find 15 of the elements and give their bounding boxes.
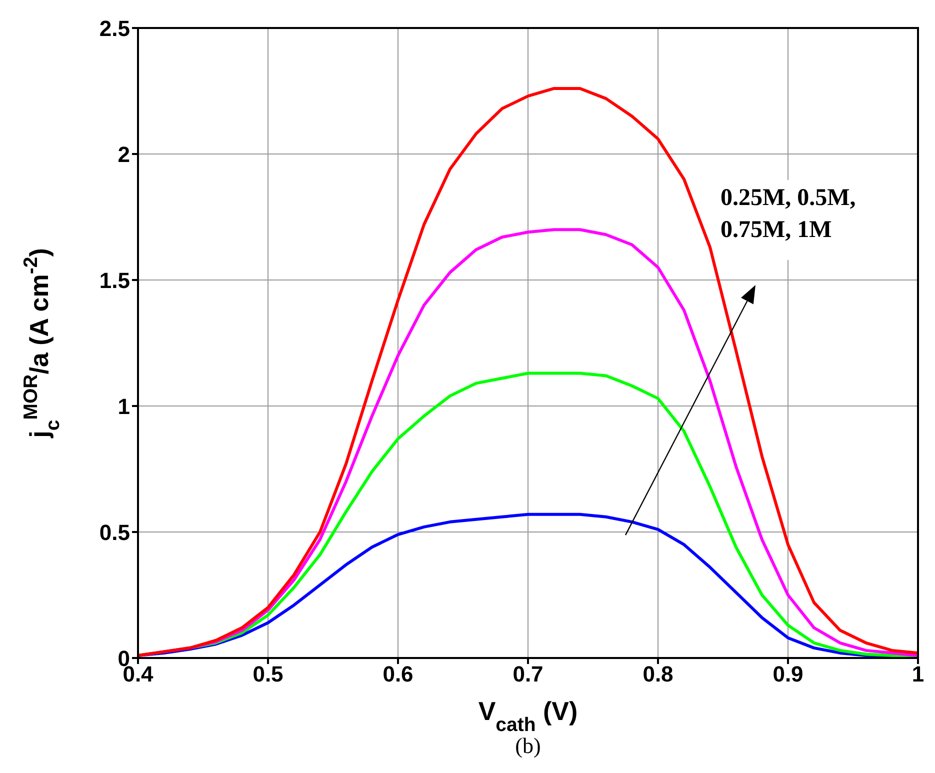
y-tick-label: 0.5 [99,520,130,545]
x-tick-label: 1 [912,662,924,687]
line-series [138,86,918,657]
x-tick-label: 0.5 [252,662,284,687]
x-tick-label: 0.9 [772,662,804,687]
text: (b) [515,733,541,758]
x-tick-label: 0.7 [512,662,544,687]
y-tick-label: 1.5 [99,268,130,293]
y-tick-label: 1 [118,394,130,419]
x-tick-label: 0.6 [382,662,414,687]
annotation: 0.25M, 0.5M, 0.75M, 1M [720,185,856,244]
x-axis-title: V$_{cath}$ (V) [478,696,578,736]
x-tick-label: 0.8 [642,662,674,687]
y-tick-label: 2.5 [99,16,130,41]
y-tick-label: 2 [118,142,130,167]
